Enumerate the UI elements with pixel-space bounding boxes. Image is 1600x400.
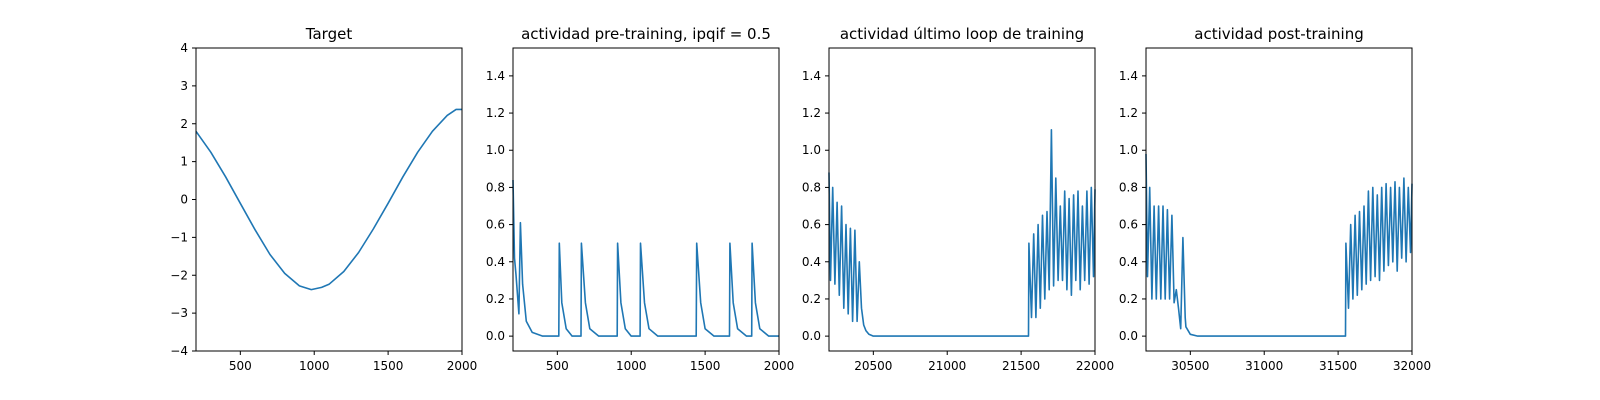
x-tick-label: 500 bbox=[229, 359, 252, 373]
y-tick-label: 0.4 bbox=[486, 255, 505, 269]
x-tick-label: 2000 bbox=[764, 359, 795, 373]
subplot-title: Target bbox=[305, 25, 353, 43]
x-tick-label: 1500 bbox=[373, 359, 404, 373]
y-tick-label: −1 bbox=[170, 230, 188, 244]
y-tick-label: 3 bbox=[180, 79, 188, 93]
x-tick-label: 20500 bbox=[854, 359, 892, 373]
axes-frame bbox=[1145, 47, 1413, 352]
x-tick-label: 1500 bbox=[690, 359, 721, 373]
y-tick-label: 0.8 bbox=[486, 180, 505, 194]
x-tick-label: 32000 bbox=[1393, 359, 1431, 373]
y-tick-label: 0.4 bbox=[802, 255, 821, 269]
x-tick-label: 31500 bbox=[1319, 359, 1357, 373]
x-tick-label: 1000 bbox=[299, 359, 330, 373]
y-tick-label: 0.8 bbox=[802, 180, 821, 194]
x-tick-label: 21000 bbox=[928, 359, 966, 373]
y-tick-label: 2 bbox=[180, 117, 188, 131]
y-tick-label: 1.4 bbox=[802, 69, 821, 83]
x-tick-label: 22000 bbox=[1076, 359, 1114, 373]
y-tick-label: 1.2 bbox=[1119, 106, 1138, 120]
y-tick-label: 0.0 bbox=[486, 329, 505, 343]
y-tick-label: −4 bbox=[170, 344, 188, 358]
y-tick-label: 1.0 bbox=[802, 143, 821, 157]
y-tick-label: 0.2 bbox=[1119, 292, 1138, 306]
x-tick-label: 21500 bbox=[1002, 359, 1040, 373]
axes-frame bbox=[195, 47, 463, 352]
axes-frame bbox=[828, 47, 1096, 352]
y-tick-label: 0.2 bbox=[486, 292, 505, 306]
y-tick-label: 1.0 bbox=[1119, 143, 1138, 157]
y-tick-label: 0 bbox=[180, 193, 188, 207]
series-line-1 bbox=[512, 179, 779, 337]
y-tick-label: 0.4 bbox=[1119, 255, 1138, 269]
y-tick-label: 0.6 bbox=[802, 218, 821, 232]
subplot-title: actividad pre-training, ipqif = 0.5 bbox=[521, 25, 771, 43]
x-tick-label: 31000 bbox=[1245, 359, 1283, 373]
y-tick-label: −2 bbox=[170, 268, 188, 282]
y-tick-label: 0.0 bbox=[1119, 329, 1138, 343]
y-tick-label: 1.4 bbox=[1119, 69, 1138, 83]
x-tick-label: 30500 bbox=[1171, 359, 1209, 373]
subplot-title: actividad último loop de training bbox=[840, 25, 1084, 43]
y-tick-label: 0.6 bbox=[486, 218, 505, 232]
subplot-1: Target 500 1000 1500 2000 −4 −3 −2 −1 0 1 2 3 4 bbox=[170, 25, 477, 373]
axes-frame bbox=[512, 47, 780, 352]
y-tick-label: 4 bbox=[180, 41, 188, 55]
series-line-1 bbox=[828, 129, 1096, 337]
y-tick-label: 1 bbox=[180, 155, 188, 169]
x-tick-label: 2000 bbox=[447, 359, 478, 373]
y-tick-label: 0.8 bbox=[1119, 180, 1138, 194]
y-tick-label: 0.6 bbox=[1119, 218, 1138, 232]
subplot-2: actividad pre-training, ipqif = 0.5 500 10… bbox=[486, 25, 794, 373]
y-tick-label: 0.2 bbox=[802, 292, 821, 306]
x-tick-label: 500 bbox=[546, 359, 569, 373]
y-tick-label: 1.4 bbox=[486, 69, 505, 83]
subplot-title: actividad post-training bbox=[1194, 25, 1363, 43]
y-tick-label: 1.0 bbox=[486, 143, 505, 157]
series-line-1 bbox=[1145, 153, 1413, 337]
y-tick-label: −3 bbox=[170, 306, 188, 320]
series-line-1 bbox=[195, 108, 462, 291]
x-tick-label: 1000 bbox=[616, 359, 647, 373]
y-tick-label: 0.0 bbox=[802, 329, 821, 343]
subplot-4: actividad post-training 30500 31000 31500 32… bbox=[1119, 25, 1431, 373]
y-tick-label: 1.2 bbox=[486, 106, 505, 120]
y-tick-label: 1.2 bbox=[802, 106, 821, 120]
subplot-3: actividad último loop de training 20500 21… bbox=[802, 25, 1114, 373]
